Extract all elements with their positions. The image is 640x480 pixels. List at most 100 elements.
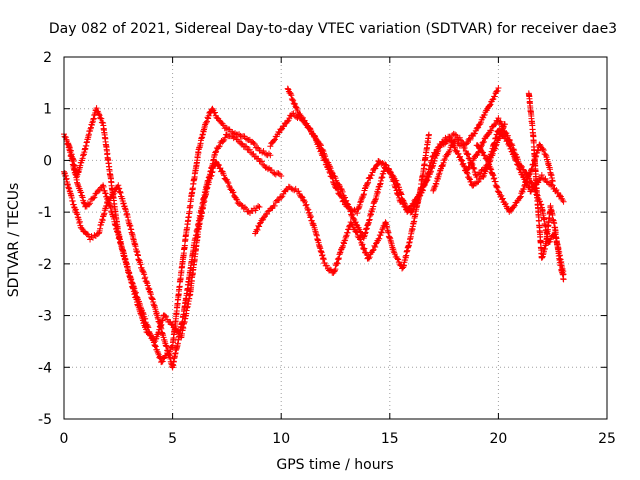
data-point — [322, 153, 329, 160]
data-point — [518, 162, 525, 169]
data-point — [499, 195, 506, 202]
data-point — [298, 193, 305, 200]
data-point — [372, 240, 379, 247]
x-tick-label: 0 — [60, 431, 69, 447]
data-point — [344, 229, 351, 236]
series-track-8 — [462, 115, 567, 278]
data-point — [471, 130, 478, 137]
data-point — [95, 111, 102, 118]
data-point — [91, 232, 98, 239]
data-point — [490, 95, 497, 102]
data-point — [257, 158, 264, 165]
data-point — [523, 178, 530, 185]
data-point — [450, 130, 457, 137]
data-point — [250, 139, 257, 146]
data-point — [360, 192, 367, 199]
data-point — [220, 138, 227, 145]
data-point — [494, 184, 501, 191]
data-point — [424, 176, 431, 183]
data-point — [461, 144, 468, 151]
data-point — [302, 121, 309, 128]
data-point — [556, 192, 563, 199]
data-point — [506, 136, 513, 143]
data-point — [74, 179, 81, 186]
data-point — [549, 178, 556, 185]
data-point — [141, 271, 148, 278]
data-point — [203, 119, 210, 126]
data-point — [517, 193, 524, 200]
data-point — [205, 179, 212, 186]
data-point — [539, 145, 546, 152]
data-point — [508, 141, 515, 148]
data-point — [357, 198, 364, 205]
y-tick-label: 2 — [43, 50, 52, 66]
data-point — [289, 186, 296, 193]
data-point — [489, 171, 496, 178]
data-point — [85, 233, 92, 240]
data-point — [71, 205, 78, 212]
data-point — [152, 343, 159, 350]
data-point — [520, 186, 527, 193]
data-point — [397, 190, 404, 197]
data-point — [78, 225, 85, 232]
data-point — [297, 112, 304, 119]
y-tick-label: 0 — [43, 153, 52, 169]
data-point — [222, 134, 229, 141]
data-point — [506, 137, 513, 144]
series-track-9 — [473, 141, 556, 215]
data-point — [336, 249, 343, 256]
data-point — [454, 139, 461, 146]
data-point — [378, 228, 385, 235]
data-point — [224, 178, 231, 185]
data-point — [487, 165, 494, 172]
data-point — [346, 204, 353, 211]
data-point — [468, 178, 475, 185]
data-point — [495, 188, 502, 195]
data-point — [342, 194, 349, 201]
x-tick-label: 20 — [489, 431, 507, 447]
data-point — [320, 150, 327, 157]
data-point — [513, 154, 520, 161]
data-point — [481, 152, 488, 159]
data-point — [97, 114, 104, 121]
data-point — [398, 191, 405, 198]
x-tick-label: 10 — [272, 431, 290, 447]
series-track-10 — [525, 90, 567, 283]
data-point — [526, 171, 533, 178]
grid — [64, 57, 607, 419]
data-point — [229, 189, 236, 196]
data-point — [350, 207, 357, 214]
data-point — [217, 165, 224, 172]
data-point — [423, 177, 430, 184]
data-point — [481, 111, 488, 118]
data-point — [156, 354, 163, 361]
data-point — [226, 182, 233, 189]
data-point — [488, 127, 495, 134]
data-point — [369, 247, 376, 254]
data-point — [305, 206, 312, 213]
data-point — [487, 101, 494, 108]
data-point — [290, 100, 297, 107]
data-point — [330, 178, 337, 185]
data-point — [307, 213, 314, 220]
data-point — [142, 323, 149, 330]
data-point — [439, 162, 446, 169]
data-point — [159, 317, 166, 324]
data-point — [154, 348, 161, 355]
data-point — [161, 312, 168, 319]
data-point — [536, 141, 543, 148]
data-point — [317, 141, 324, 148]
data-point — [343, 197, 350, 204]
data-point — [323, 262, 330, 269]
data-point — [234, 196, 241, 203]
data-points — [61, 85, 567, 371]
data-point — [284, 85, 291, 92]
data-point — [238, 202, 245, 209]
data-point — [464, 150, 471, 157]
data-point — [485, 160, 492, 167]
data-point — [209, 168, 216, 175]
data-point — [382, 161, 389, 168]
data-point — [296, 110, 303, 117]
data-point — [427, 169, 434, 176]
data-point — [473, 174, 480, 181]
